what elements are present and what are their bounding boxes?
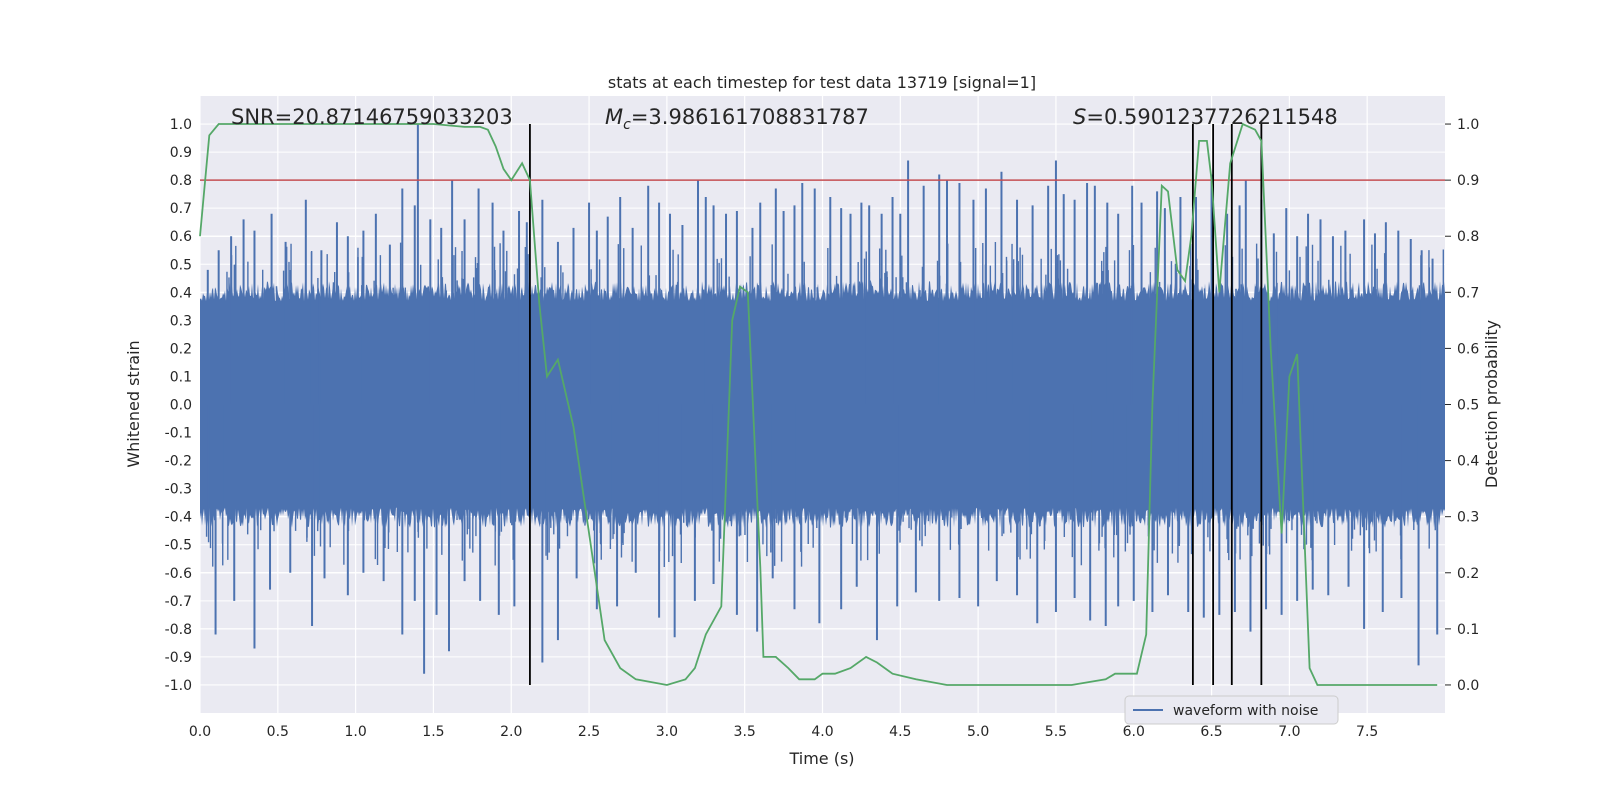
- s-value: =0.5901237726211548: [1086, 105, 1337, 129]
- x-tick-label: 1.5: [422, 724, 444, 740]
- y2-tick-label: 0.5: [1457, 398, 1479, 414]
- y-tick-label: -0.4: [165, 510, 192, 526]
- x-tick-label: 3.5: [734, 724, 756, 740]
- x-tick-label: 2.0: [500, 724, 522, 740]
- y-tick-label: 0.1: [170, 369, 192, 385]
- y2-tick-label: 1.0: [1457, 117, 1479, 133]
- y-tick-label: -0.2: [165, 454, 192, 470]
- y-tick-label: 0.4: [170, 285, 192, 301]
- y-tick-label: -0.8: [165, 622, 192, 638]
- y2-tick-label: 0.3: [1457, 510, 1479, 526]
- waveform-series: [200, 124, 1445, 674]
- snr-annotation: SNR=20.87146759033203: [231, 105, 513, 129]
- y-tick-label: 0.3: [170, 313, 192, 329]
- y-tick-label: 0.9: [170, 145, 192, 161]
- y-tick-label: 0.6: [170, 229, 192, 245]
- x-axis-ticks: 0.0 0.5 1.0 1.5 2.0 2.5 3.0 3.5 4.0 4.5 5.0 5.5 6.0 6…: [189, 724, 1378, 740]
- x-tick-label: 0.5: [267, 724, 289, 740]
- chirp-mass-value: =3.986161708831787: [631, 105, 869, 129]
- y2-tick-label: 0.2: [1457, 566, 1479, 582]
- y2-tick-label: 0.0: [1457, 678, 1479, 694]
- y-tick-label: -0.3: [165, 482, 192, 498]
- y-tick-label: -0.5: [165, 538, 192, 554]
- y-tick-label: 0.5: [170, 257, 192, 273]
- s-symbol: S: [1073, 105, 1086, 129]
- waveform-spikes: [205, 124, 1445, 674]
- legend-label: waveform with noise: [1173, 703, 1318, 719]
- y-tick-label: -0.7: [165, 594, 192, 610]
- x-tick-label: 0.0: [189, 724, 211, 740]
- y-tick-label: 0.0: [170, 398, 192, 414]
- x-tick-label: 6.0: [1123, 724, 1145, 740]
- y-tick-label: 1.0: [170, 117, 192, 133]
- y-tick-label: 0.2: [170, 341, 192, 357]
- chirp-mass-annotation: Mc=3.986161708831787: [605, 105, 869, 133]
- x-tick-label: 3.0: [656, 724, 678, 740]
- x-tick-label: 5.0: [967, 724, 989, 740]
- s-annotation: S=0.5901237726211548: [1073, 105, 1338, 129]
- y-axis-ticks: -1.0 -0.9 -0.8 -0.7 -0.6 -0.5 -0.4 -0.3 -0.2 -0.1…: [165, 117, 192, 694]
- vertical-markers: [529, 124, 1263, 685]
- y2-axis-ticks: 0.0 0.1 0.2 0.3 0.4 0.5 0.6 0.7 0.8 0.9 1.0: [1445, 117, 1479, 694]
- y-tick-label: -1.0: [165, 678, 192, 694]
- y-tick-label: -0.1: [165, 426, 192, 442]
- x-tick-label: 1.0: [344, 724, 366, 740]
- chirp-mass-subscript: c: [623, 117, 631, 133]
- y-tick-label: -0.9: [165, 650, 192, 666]
- y2-tick-label: 0.8: [1457, 229, 1479, 245]
- chirp-mass-symbol: M: [605, 105, 623, 129]
- y-tick-label: -0.6: [165, 566, 192, 582]
- y2-tick-label: 0.6: [1457, 341, 1479, 357]
- x-tick-label: 7.5: [1356, 724, 1378, 740]
- detection-probability-line: [199, 122, 1438, 686]
- y-axis-label: Whitened strain: [124, 340, 143, 467]
- legend-box: [1124, 695, 1339, 725]
- chart-title: stats at each timestep for test data 137…: [608, 73, 1036, 92]
- x-tick-label: 2.5: [578, 724, 600, 740]
- x-axis-label: Time (s): [788, 749, 854, 768]
- y2-tick-label: 0.4: [1457, 454, 1479, 470]
- y2-axis-label: Detection probability: [1482, 320, 1501, 488]
- y2-tick-label: 0.1: [1457, 622, 1479, 638]
- y2-tick-label: 0.7: [1457, 285, 1479, 301]
- x-tick-label: 6.5: [1200, 724, 1222, 740]
- y-tick-label: 0.7: [170, 201, 192, 217]
- y2-tick-label: 0.9: [1457, 173, 1479, 189]
- x-tick-label: 7.0: [1278, 724, 1300, 740]
- x-tick-label: 4.0: [811, 724, 833, 740]
- x-tick-label: 4.5: [889, 724, 911, 740]
- x-tick-label: 5.5: [1045, 724, 1067, 740]
- y-tick-label: 0.8: [170, 173, 192, 189]
- legend: waveform with noise: [1124, 695, 1339, 725]
